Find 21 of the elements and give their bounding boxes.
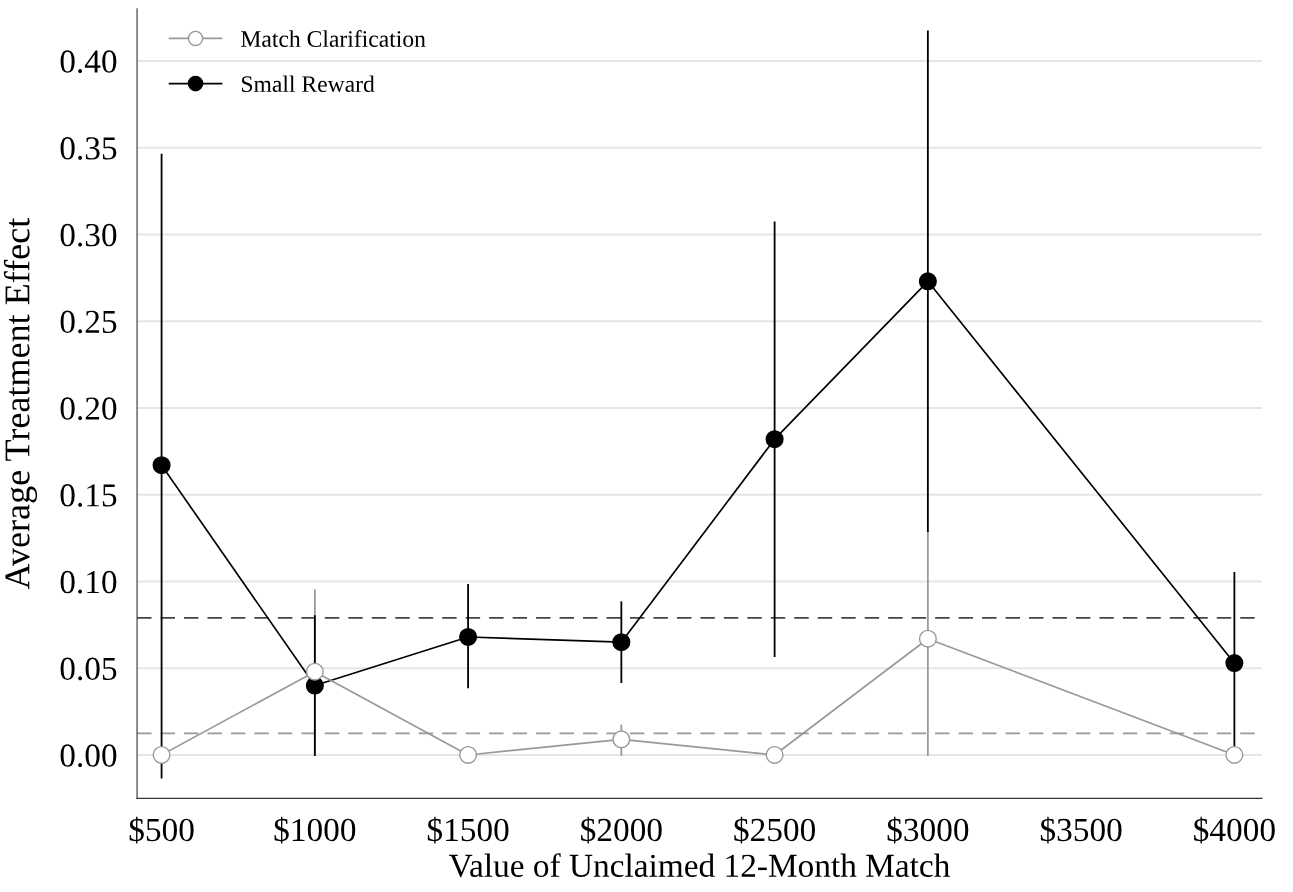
y-tick-label: 0.15 — [60, 484, 117, 507]
y-tick-label: 0.25 — [60, 310, 117, 334]
y-tick-label: 0.00 — [60, 744, 117, 767]
y-tick-label: 0.05 — [60, 657, 117, 681]
y-tick-label: 0.10 — [60, 570, 117, 594]
y-tick-label: 0.35 — [60, 137, 117, 160]
x-tick-label: $4000 — [1194, 816, 1275, 844]
x-tick-label: $3500 — [1040, 816, 1122, 844]
x-tick-label: $2500 — [734, 816, 816, 844]
x-axis-title: Value of Unclaimed 12-Month Match — [449, 853, 950, 878]
legend-label: Match Clarification — [241, 30, 426, 47]
x-tick-label: $1500 — [427, 816, 509, 844]
y-axis-title: Average Treatment Effect — [3, 217, 38, 590]
y-tick-label: 0.20 — [60, 397, 117, 421]
legend-label: Small Reward — [241, 75, 375, 93]
x-tick-label: $2000 — [581, 816, 662, 844]
x-tick-label: $3000 — [887, 816, 969, 844]
x-tick-label: $1000 — [274, 816, 356, 844]
y-tick-label: 0.40 — [60, 50, 117, 74]
y-tick-label: 0.30 — [60, 223, 117, 247]
x-tick-label: $500 — [129, 816, 194, 844]
